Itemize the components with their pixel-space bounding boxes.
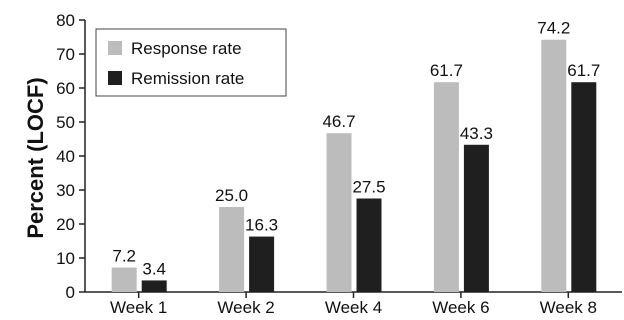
y-tick-label: 0 (66, 283, 75, 302)
value-label-response: 25.0 (215, 186, 248, 205)
legend-label-response: Response rate (131, 39, 242, 58)
legend-swatch-response (108, 41, 122, 55)
y-tick-label: 10 (56, 249, 75, 268)
y-tick-label: 70 (56, 45, 75, 64)
bar-response-rate (326, 133, 352, 292)
value-label-response: 74.2 (537, 19, 570, 38)
y-tick-label: 40 (56, 147, 75, 166)
y-tick-label: 80 (56, 11, 75, 30)
x-tick-label: Week 6 (432, 298, 489, 317)
value-label-response: 46.7 (322, 112, 355, 131)
value-label-remission: 43.3 (460, 124, 493, 143)
legend: Response rate Remission rate (95, 28, 287, 97)
legend-box (95, 28, 287, 97)
bar-response-rate (219, 207, 245, 292)
value-label-remission: 27.5 (352, 178, 385, 197)
bar-remission-rate (141, 280, 167, 292)
axes: 0 10 20 30 40 50 60 70 80 Week 1 Week 2 Week 4 Week … (56, 11, 622, 317)
bar-remission-rate (356, 198, 382, 292)
bar-remission-rate (571, 82, 597, 292)
value-label-remission: 61.7 (567, 61, 600, 80)
bar-response-rate (433, 82, 459, 292)
x-tick-label: Week 1 (110, 298, 167, 317)
y-tick-label: 60 (56, 79, 75, 98)
value-label-response: 61.7 (430, 61, 463, 80)
value-label-remission: 3.4 (142, 259, 166, 278)
bar-response-rate (111, 267, 137, 292)
bars (111, 39, 597, 292)
bar-response-rate (541, 39, 567, 292)
y-tick-label: 30 (56, 181, 75, 200)
y-axis-title: Percent (LOCF) (23, 77, 48, 238)
legend-swatch-remission (108, 71, 122, 85)
value-label-response: 7.2 (112, 247, 136, 266)
y-tick-label: 50 (56, 113, 75, 132)
value-label-remission: 16.3 (245, 216, 278, 235)
x-tick-label: Week 4 (325, 298, 382, 317)
value-labels: 7.2 3.4 25.0 16.3 46.7 27.5 61.7 43.3 74.2 61.7 (112, 19, 600, 279)
bar-remission-rate (463, 144, 489, 292)
bar-remission-rate (249, 236, 275, 292)
y-tick-label: 20 (56, 215, 75, 234)
legend-label-remission: Remission rate (131, 69, 244, 88)
x-tick-label: Week 2 (217, 298, 274, 317)
x-tick-label: Week 8 (540, 298, 597, 317)
